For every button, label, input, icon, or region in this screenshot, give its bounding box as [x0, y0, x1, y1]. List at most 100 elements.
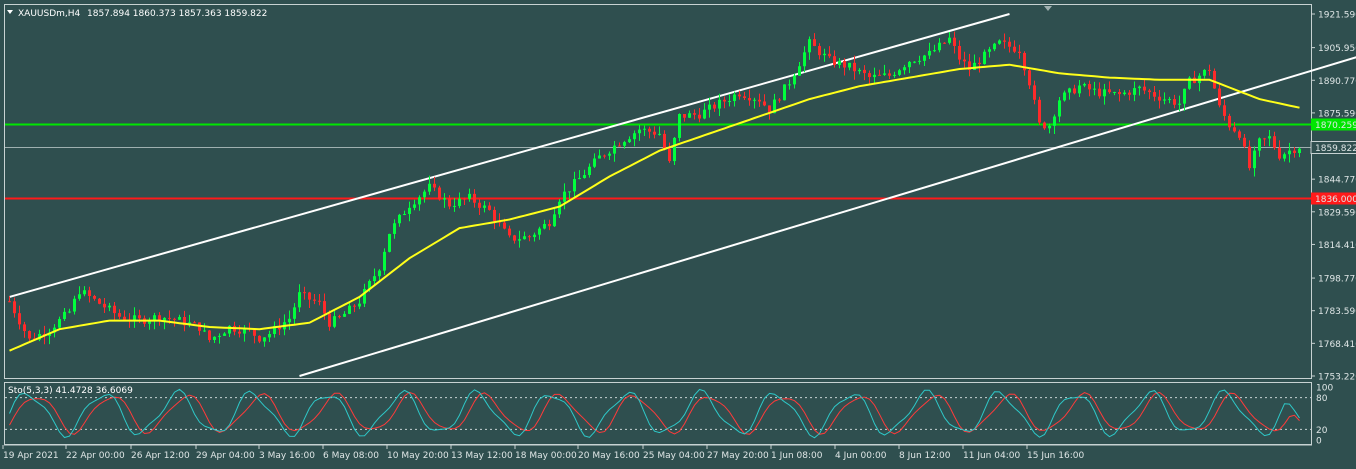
candle-body	[838, 60, 841, 65]
level-tag-red: 1836.000	[1311, 192, 1356, 205]
candle	[373, 268, 376, 286]
candle	[418, 195, 421, 211]
candle	[1158, 89, 1161, 109]
candle	[1128, 90, 1131, 101]
candle-body	[1058, 100, 1061, 117]
candle	[223, 332, 226, 336]
candle-body	[398, 214, 401, 224]
candle	[338, 314, 341, 319]
candle-body	[988, 49, 991, 52]
candle-body	[1263, 138, 1266, 140]
candle	[708, 97, 711, 118]
candle	[1028, 67, 1031, 90]
candle-body	[288, 318, 291, 323]
candle	[928, 42, 931, 59]
candle-body	[1213, 70, 1216, 89]
candle-body	[1178, 103, 1181, 105]
candle	[698, 107, 701, 123]
candle-body	[698, 114, 701, 119]
candle	[893, 71, 896, 78]
candle	[298, 284, 301, 313]
candle	[1098, 82, 1101, 99]
candle	[1183, 88, 1186, 111]
candle	[1278, 140, 1281, 161]
candle	[818, 43, 821, 60]
candle-body	[703, 109, 706, 119]
candle	[478, 199, 481, 215]
candle	[743, 91, 746, 101]
candle-body	[823, 53, 826, 56]
candle-body	[273, 326, 276, 335]
candle	[1113, 91, 1116, 96]
candle	[1288, 142, 1291, 163]
candle	[1228, 113, 1231, 131]
candle-body	[328, 313, 331, 327]
candle-body	[743, 96, 746, 98]
candle-body	[1268, 136, 1271, 139]
candle-body	[933, 50, 936, 52]
candle-body	[938, 42, 941, 51]
candle-body	[303, 292, 306, 294]
candle	[213, 336, 216, 344]
candle	[848, 62, 851, 71]
candle	[758, 93, 761, 107]
candle-body	[1223, 105, 1226, 116]
candle	[938, 38, 941, 53]
candle	[778, 97, 781, 103]
menu-triangle-icon[interactable]	[7, 10, 13, 14]
candle-body	[573, 179, 576, 192]
candle	[713, 101, 716, 112]
candle	[863, 65, 866, 81]
candle	[638, 125, 641, 141]
candle	[888, 69, 891, 80]
candle	[1093, 81, 1096, 96]
candle	[668, 142, 671, 163]
candle-body	[968, 61, 971, 70]
candle	[253, 328, 256, 344]
candle-body	[723, 99, 726, 102]
candle-body	[1038, 99, 1041, 123]
candle	[483, 200, 486, 213]
candle-body	[658, 133, 661, 135]
candle-body	[103, 303, 106, 308]
candle-body	[1023, 52, 1026, 71]
candle-body	[153, 315, 156, 321]
candle-body	[368, 281, 371, 289]
candle	[948, 32, 951, 45]
candle-body	[123, 316, 126, 320]
candle-body	[553, 214, 556, 227]
candle-body	[1298, 148, 1301, 154]
candle-body	[78, 294, 81, 299]
candle	[788, 79, 791, 90]
candle-body	[438, 187, 441, 200]
candle	[728, 94, 731, 107]
candle	[403, 210, 406, 216]
level-tag-label: 1870.259	[1315, 121, 1356, 131]
shift-marker-icon[interactable]	[1044, 6, 1052, 11]
candle	[838, 58, 841, 69]
candle	[343, 311, 346, 318]
stochastic-tick-label: 80	[1316, 394, 1328, 404]
candle-body	[813, 39, 816, 47]
candle	[608, 151, 611, 160]
candle-body	[1123, 92, 1126, 95]
candle-body	[768, 105, 771, 114]
candle-body	[168, 317, 171, 319]
candle-body	[688, 113, 691, 118]
channel-line-lower	[299, 56, 1356, 377]
candle-body	[908, 61, 911, 68]
candle-body	[888, 73, 891, 76]
moving-average	[9, 63, 1300, 352]
candle	[578, 170, 581, 180]
candle	[123, 310, 126, 321]
channel-line-upper	[9, 13, 1010, 298]
candle-body	[1283, 154, 1286, 159]
candle	[1058, 96, 1061, 123]
candle-body	[293, 307, 296, 319]
candle	[908, 60, 911, 74]
candle	[943, 42, 946, 44]
candle	[988, 46, 991, 58]
candle-body	[173, 318, 176, 320]
candle	[98, 297, 101, 305]
